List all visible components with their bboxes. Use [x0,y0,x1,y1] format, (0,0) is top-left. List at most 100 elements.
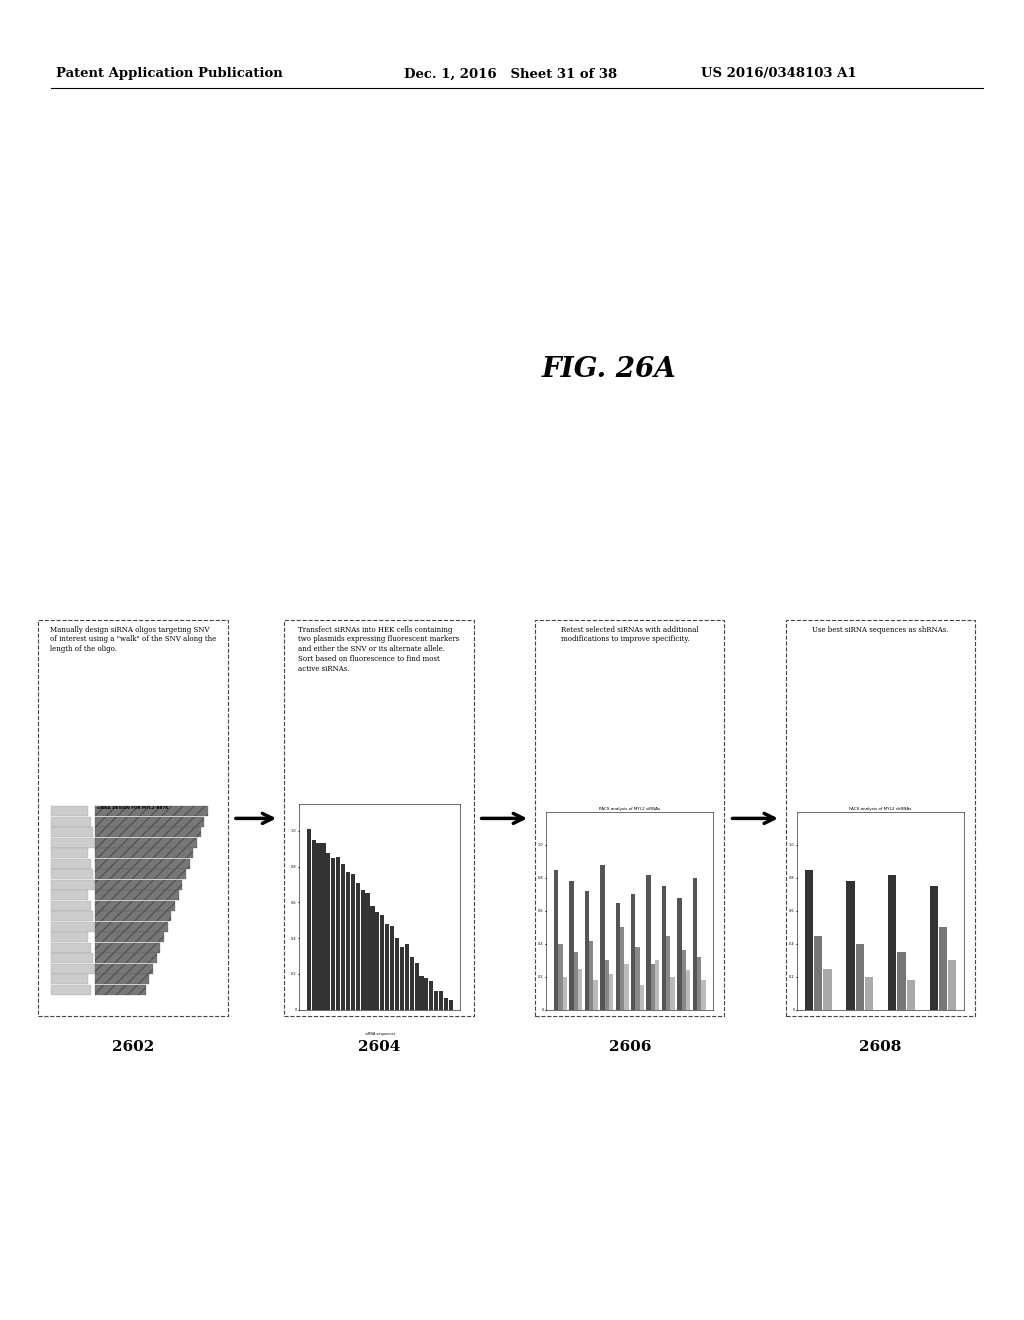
Bar [646,874,650,1010]
Bar [51,838,95,847]
Bar [686,970,690,1010]
Bar [51,911,93,921]
Bar [906,979,914,1010]
Bar [95,828,201,837]
Bar [439,990,443,1010]
Bar [650,964,655,1010]
Text: Transfect siRNAs into HEK cells containing
two plasmids expressing fluorescent m: Transfect siRNAs into HEK cells containi… [298,626,460,673]
Bar [585,891,589,1010]
Bar [930,886,938,1010]
Bar [316,842,321,1010]
Bar [95,817,205,826]
Bar [600,865,604,1010]
Bar [395,937,399,1010]
Bar [95,921,168,932]
Bar [578,969,583,1010]
Text: 2606: 2606 [608,1040,651,1055]
Bar [311,841,315,1010]
Bar [625,964,629,1010]
Text: siRNA DESIGN FOR MYL2-R87K: siRNA DESIGN FOR MYL2-R87K [97,807,169,810]
Bar [51,900,90,911]
Bar [814,936,822,1010]
Bar [666,936,671,1010]
Bar [604,961,609,1010]
Bar [380,915,384,1010]
Bar [95,932,164,942]
Bar [888,874,896,1010]
Bar [429,981,433,1010]
Bar [306,829,311,1010]
Bar [371,906,375,1010]
Bar [322,843,326,1010]
Bar [95,859,189,869]
Bar [51,891,88,900]
Bar [284,620,473,1016]
Bar [51,932,88,942]
Bar [95,880,182,890]
Bar [95,985,145,995]
Bar [562,977,567,1010]
Bar [856,944,864,1010]
Bar [677,898,682,1010]
Bar [51,985,90,995]
Bar [404,944,409,1010]
Bar [51,942,90,953]
Bar [449,1001,453,1010]
Bar [95,953,157,964]
Bar [410,957,414,1010]
Bar [662,886,666,1010]
Bar [692,878,697,1010]
Bar [594,979,598,1010]
Bar [375,912,380,1010]
Bar [385,924,389,1010]
Bar [95,911,171,921]
Bar [558,944,562,1010]
Bar [420,975,424,1010]
Bar [554,870,558,1010]
Bar [573,952,578,1010]
Bar [51,921,95,932]
Bar [346,871,350,1010]
Bar [95,849,194,858]
Bar [701,979,706,1010]
Bar [444,998,449,1010]
Bar [336,857,340,1010]
Bar [399,946,404,1010]
Bar [95,870,186,879]
Bar [635,948,640,1010]
Bar [805,870,813,1010]
Bar [424,978,428,1010]
Bar [865,977,873,1010]
Bar [51,828,93,837]
Bar [51,870,93,879]
Bar [847,882,855,1010]
Text: Retest selected siRNAs with additional
modifications to improve specificity.: Retest selected siRNAs with additional m… [561,626,698,643]
Bar [390,927,394,1010]
Text: 2608: 2608 [859,1040,902,1055]
Bar [786,620,975,1016]
Bar [415,964,419,1010]
Bar [341,863,345,1010]
Bar [671,977,675,1010]
Bar [823,969,831,1010]
Bar [535,620,725,1016]
Bar [51,817,90,826]
Bar [589,940,594,1010]
Text: Dec. 1, 2016   Sheet 31 of 38: Dec. 1, 2016 Sheet 31 of 38 [404,67,617,81]
Text: FIG. 26A: FIG. 26A [542,356,677,383]
Bar [366,892,370,1010]
Bar [609,973,613,1010]
Bar [95,838,198,847]
Bar [331,858,335,1010]
Bar [51,880,95,890]
Bar [95,807,208,816]
Text: siRNA sequences: siRNA sequences [365,1031,395,1035]
Title: FACS analysis of MYL2 shRNAs: FACS analysis of MYL2 shRNAs [850,807,911,810]
Bar [615,903,620,1010]
Text: 2604: 2604 [357,1040,400,1055]
Bar [897,952,905,1010]
Bar [655,961,659,1010]
Bar [95,900,175,911]
Bar [51,859,90,869]
Bar [360,890,365,1010]
